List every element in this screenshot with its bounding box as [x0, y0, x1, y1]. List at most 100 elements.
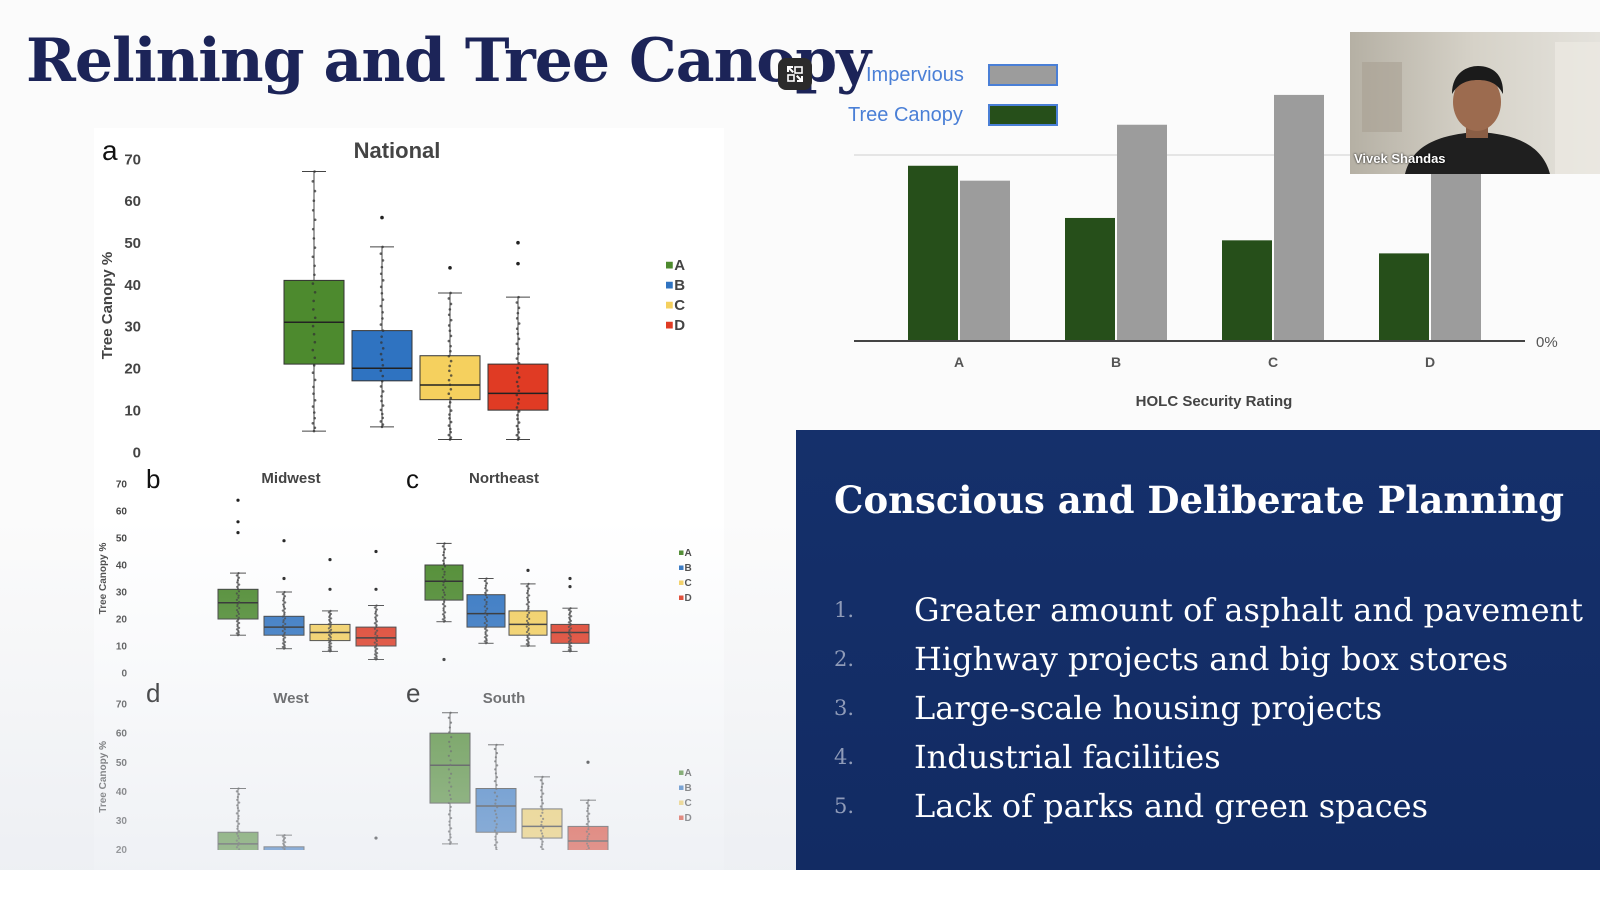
sample-point: [283, 862, 285, 864]
sample-point: [484, 618, 488, 621]
sample-point: [282, 637, 285, 641]
sample-point: [540, 863, 542, 865]
sample-point: [449, 359, 453, 363]
sample-point: [448, 820, 451, 823]
outlier-point: [516, 261, 520, 266]
sample-point: [284, 855, 286, 857]
sample-point: [237, 817, 240, 820]
sample-point: [542, 826, 545, 829]
sample-point: [587, 846, 590, 850]
sample-point: [447, 768, 450, 771]
sample-point: [448, 383, 452, 387]
sample-point: [528, 632, 531, 635]
sample-point: [516, 385, 520, 388]
planning-title: Conscious and Deliberate Planning: [834, 478, 1564, 522]
sample-point: [375, 625, 378, 629]
sample-point: [237, 600, 241, 604]
legend-impervious-swatch: [988, 64, 1058, 86]
sample-point: [236, 602, 239, 606]
box-b: [351, 215, 413, 429]
list-item-text: Large-scale housing projects: [914, 688, 1383, 727]
sample-point: [237, 633, 240, 636]
sample-point: [585, 830, 588, 833]
sample-point: [588, 851, 590, 853]
sample-point: [541, 782, 545, 785]
sample-point: [486, 634, 489, 637]
sample-point: [495, 826, 498, 829]
sample-point: [237, 837, 240, 840]
y-tick-label: 0: [133, 444, 141, 461]
sample-point: [527, 601, 531, 604]
outlier-point: [236, 531, 240, 535]
sample-point: [448, 731, 451, 734]
sample-point: [329, 612, 333, 616]
sample-point: [449, 409, 453, 412]
sample-point: [569, 607, 572, 610]
sample-point: [238, 621, 241, 625]
sample-point: [493, 780, 496, 783]
y-tick-label: 70: [124, 151, 141, 168]
y-tick-label: 10: [124, 402, 141, 419]
legend-label-a: A: [674, 257, 685, 274]
sample-point: [380, 341, 383, 344]
sample-point: [281, 629, 284, 633]
sample-point: [312, 299, 315, 303]
sample-point: [444, 586, 447, 589]
sample-point: [527, 607, 530, 610]
sample-point: [375, 629, 379, 632]
sample-point: [450, 785, 453, 788]
box-b: [466, 577, 506, 645]
sample-point: [441, 568, 444, 571]
boxes: [217, 787, 378, 864]
sample-point: [281, 835, 284, 838]
sample-point: [540, 820, 543, 823]
sample-point: [375, 643, 378, 646]
panel-letter: e: [406, 678, 420, 708]
y-tick-label: 20: [124, 361, 141, 378]
sample-point: [381, 329, 385, 332]
sample-point: [282, 605, 285, 608]
sample-point: [541, 817, 545, 820]
legend-swatch-d: [679, 815, 684, 820]
sample-point: [587, 832, 591, 836]
expand-button[interactable]: [778, 58, 812, 90]
sample-point: [379, 352, 383, 356]
legend-label-c: C: [685, 578, 692, 589]
outlier-point: [328, 587, 332, 591]
sample-point: [235, 839, 238, 842]
sample-point: [541, 802, 545, 805]
sample-point: [236, 588, 239, 591]
sample-point: [313, 340, 317, 344]
sample-point: [495, 854, 497, 856]
sample-point: [449, 711, 452, 714]
y-tick-label: 30: [124, 319, 141, 336]
sample-point: [540, 785, 543, 789]
sample-point: [528, 617, 531, 620]
sample-point: [447, 801, 450, 805]
sample-point: [379, 285, 383, 289]
sample-point: [449, 721, 453, 724]
sample-point: [447, 392, 451, 396]
sample-point: [448, 781, 451, 784]
sample-point: [327, 633, 331, 637]
sample-point: [495, 752, 499, 755]
sample-point: [235, 820, 238, 823]
sample-point: [447, 313, 451, 317]
sample-point: [448, 364, 451, 368]
sample-point: [567, 608, 570, 611]
sample-point: [495, 783, 498, 787]
sample-point: [449, 763, 452, 766]
sample-point: [448, 726, 451, 729]
sample-point: [449, 430, 452, 434]
sample-point: [483, 640, 486, 643]
sample-point: [484, 587, 487, 590]
sample-point: [238, 606, 241, 610]
sample-point: [281, 615, 284, 618]
sample-point: [443, 570, 446, 573]
sample-point: [329, 638, 332, 642]
webcam-video[interactable]: Vivek Shandas: [1350, 32, 1600, 174]
sample-point: [235, 592, 238, 595]
sample-point: [328, 858, 330, 860]
sample-point: [449, 833, 452, 836]
sample-point: [237, 793, 241, 796]
